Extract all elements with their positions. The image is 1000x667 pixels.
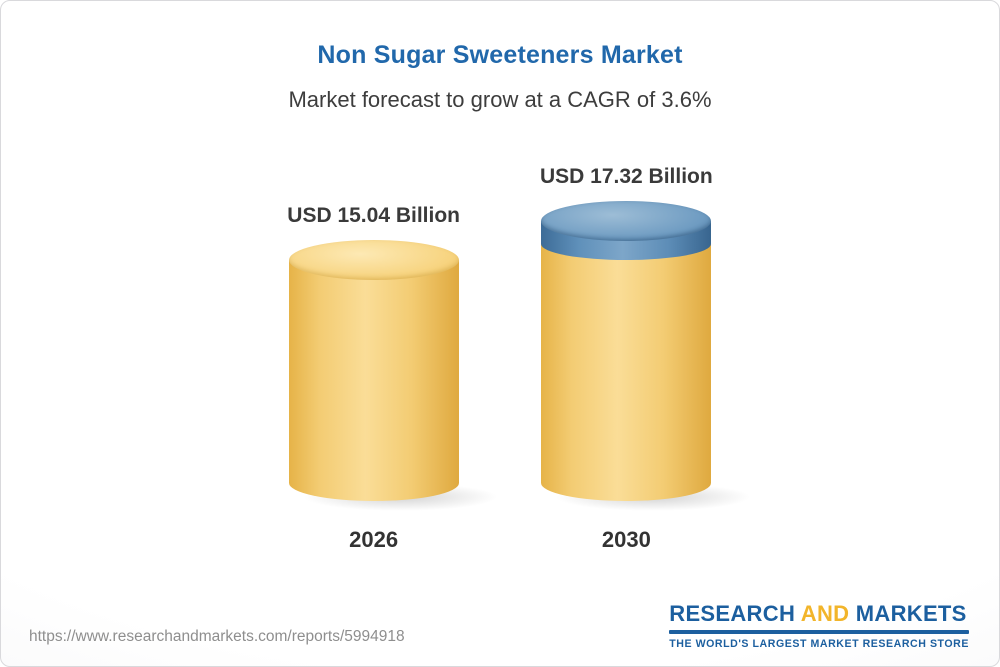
logo-wordmark: RESEARCH AND MARKETS	[669, 601, 969, 627]
chart-title: Non Sugar Sweeteners Market	[317, 41, 683, 69]
cylinder-2026-top	[288, 240, 459, 280]
cylinder-2026	[288, 240, 499, 511]
logo-research-text: RESEARCH	[669, 601, 796, 626]
value-label-2026: USD 15.04 Billion	[287, 204, 460, 227]
cylinder-2030	[541, 201, 751, 511]
cylinder-2030-cap-top	[541, 201, 712, 241]
cylinder-2026-body	[288, 260, 459, 501]
chart-header: Non Sugar Sweeteners Market Market forec…	[1, 1, 999, 113]
value-label-2030: USD 17.32 Billion	[540, 165, 713, 188]
chart-area: USD 15.04 Billion 2026 USD 17.32 Billion…	[1, 165, 999, 553]
cylinder-2030-body	[541, 244, 712, 501]
logo-markets-text: MARKETS	[855, 601, 967, 626]
year-label-2026: 2026	[349, 527, 399, 552]
footer: https://www.researchandmarkets.com/repor…	[29, 601, 969, 650]
chart-subtitle: Market forecast to grow at a CAGR of 3.6…	[288, 87, 712, 112]
report-url-link[interactable]: https://www.researchandmarkets.com/repor…	[29, 628, 405, 645]
logo-tagline: THE WORLD'S LARGEST MARKET RESEARCH STOR…	[669, 638, 969, 650]
research-and-markets-logo: RESEARCH AND MARKETS THE WORLD'S LARGEST…	[669, 601, 969, 650]
year-label-2030: 2030	[601, 527, 651, 552]
bar-group-2030: USD 17.32 Billion 2030	[540, 165, 751, 553]
bar-group-2026: USD 15.04 Billion 2026	[287, 204, 499, 553]
logo-divider-bar	[669, 630, 969, 634]
logo-and-text: AND	[800, 601, 850, 626]
